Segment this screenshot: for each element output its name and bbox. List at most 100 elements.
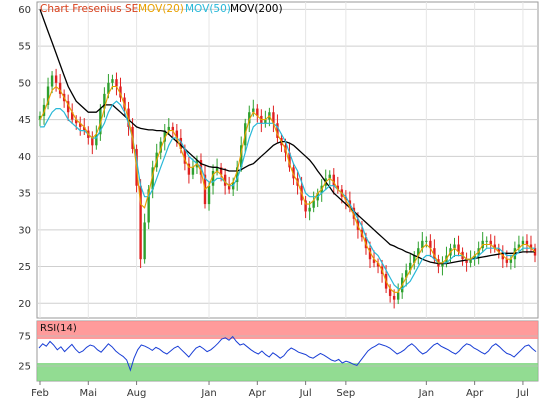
candle-body [187,163,191,175]
candle-body [429,240,432,249]
mov50-line [40,100,535,290]
candle-body [54,75,58,83]
candle-body [505,259,509,263]
price-y-axis: 20 25 30 35 40 45 50 55 60 [18,5,31,310]
candle-body [139,185,142,260]
candle-body [413,255,416,263]
rsi-bands [37,321,538,381]
candle-body [388,288,392,296]
candle-body [252,108,255,113]
candle-body [38,115,42,120]
candle-body [272,112,275,124]
rsi-band [37,363,538,381]
y-tick-label: 35 [18,189,31,200]
y-tick-label: 30 [18,225,31,236]
candle-body [328,174,331,179]
candle-body [308,207,311,212]
price-panel-background [36,1,539,319]
candle-body [529,244,533,249]
x-tick-label: Jul [299,388,312,399]
candle-body [83,126,86,131]
candle-body [409,262,412,271]
candle-body [191,167,195,175]
price-panel: 20 25 30 35 40 45 50 55 60 Chart Fresenius SE MO… [18,1,539,319]
candle-body [292,167,295,179]
candle-body [417,248,420,256]
candle-body [223,174,227,186]
legend-mov50: MOV(50) [185,3,231,15]
candle-body [91,137,94,146]
candle-body [183,148,187,164]
y-tick-label: 60 [18,5,31,16]
candle-body [119,86,122,98]
candle-body [441,262,444,267]
candle-body [107,82,110,94]
rsi-title: RSI(14) [40,323,77,334]
candle-body [521,240,525,245]
x-tick-label: Jul [516,388,529,399]
candle-body [171,126,175,131]
candle-body [392,295,396,300]
x-axis: FebMaiAugJanAprJulSepJanAprJulSepJanAprJ… [31,381,529,399]
candle-body [111,79,114,83]
candle-body [525,240,529,245]
x-tick-label: Mai [80,388,98,399]
candle-body [453,244,456,249]
candle-body [175,130,179,138]
mov20-line [39,85,536,293]
x-tick-label: Sep [336,388,355,399]
candle-body [159,141,162,153]
candle-body [469,259,472,263]
candle-body [405,270,408,278]
rsi-panel: 25 75 RSI(14) [18,320,539,382]
candle-body [70,112,74,120]
candle-body [276,123,279,138]
candle-body [509,259,513,263]
candle-body [256,108,259,116]
candle-body [58,82,62,94]
candle-body [219,167,223,175]
candle-body [493,244,496,249]
rsi-line [38,335,537,372]
candle-body [517,244,521,249]
candle-body [473,255,476,260]
x-tick-label: Apr [466,388,484,399]
candle-body [46,86,50,105]
y-tick-label: 45 [18,115,31,126]
candle-body [457,244,460,252]
candle-body [143,222,146,260]
candle-body [123,97,126,109]
rsi-y-axis: 25 75 [18,332,538,373]
candle-body [356,218,360,230]
candle-body [352,207,356,219]
chart-title: Chart Fresenius SE [40,3,138,15]
mov200-line [39,9,535,265]
candle-body [336,185,340,190]
candle-body [421,240,424,249]
candle-body [50,75,54,87]
x-tick-label: Aug [127,388,147,399]
candle-body [75,119,78,124]
candle-body [215,167,219,172]
candle-body [79,123,82,127]
y-tick-label: 50 [18,78,31,89]
rsi-y-tick-label: 75 [18,332,31,343]
candle-body [95,134,98,146]
candle-body [465,259,468,263]
y-tick-label: 20 [18,299,31,310]
rsi-y-tick-label: 25 [18,362,31,373]
candle-body [207,185,211,205]
x-tick-label: Jan [200,388,216,399]
x-tick-label: Jan [418,388,434,399]
candle-body [264,119,267,124]
candle-body [433,248,436,260]
candle-body [163,130,166,142]
legend-mov20: MOV(20) [138,3,184,15]
y-tick-label: 55 [18,42,31,53]
candle-body [167,126,170,131]
legend-mov200: MOV(200) [230,3,283,15]
candle-body [368,248,372,260]
candle-body [332,174,335,186]
candle-body [497,248,500,252]
